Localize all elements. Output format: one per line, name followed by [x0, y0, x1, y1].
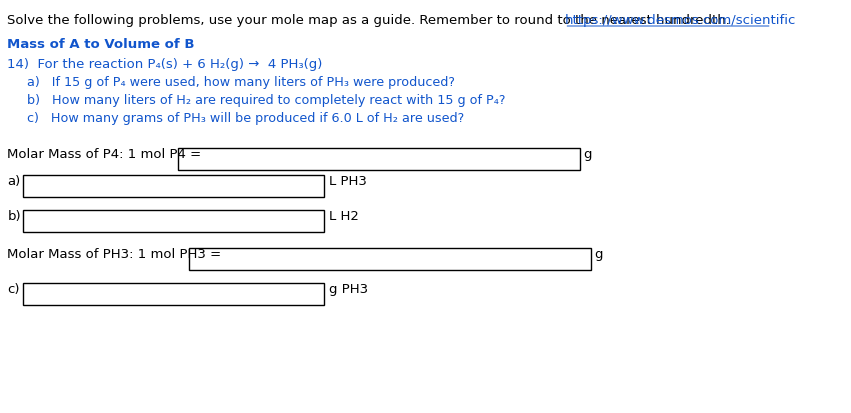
- FancyBboxPatch shape: [178, 148, 580, 170]
- Text: Solve the following problems, use your mole map as a guide. Remember to round to: Solve the following problems, use your m…: [8, 14, 734, 27]
- Text: g PH3: g PH3: [328, 283, 368, 296]
- Text: 14)  For the reaction P₄(s) + 6 H₂(g) →  4 PH₃(g): 14) For the reaction P₄(s) + 6 H₂(g) → 4…: [8, 58, 323, 71]
- Text: L PH3: L PH3: [328, 175, 367, 188]
- Text: a)   If 15 g of P₄ were used, how many liters of PH₃ were produced?: a) If 15 g of P₄ were used, how many lit…: [27, 76, 455, 89]
- Text: g: g: [595, 248, 603, 261]
- Text: b): b): [8, 210, 21, 223]
- FancyBboxPatch shape: [23, 175, 324, 197]
- FancyBboxPatch shape: [189, 248, 591, 270]
- Text: Mass of A to Volume of B: Mass of A to Volume of B: [8, 38, 195, 51]
- Text: a): a): [8, 175, 20, 188]
- Text: c)   How many grams of PH₃ will be produced if 6.0 L of H₂ are used?: c) How many grams of PH₃ will be produce…: [27, 112, 465, 125]
- FancyBboxPatch shape: [23, 210, 324, 232]
- Text: Molar Mass of P4: 1 mol P4 =: Molar Mass of P4: 1 mol P4 =: [8, 148, 202, 161]
- Text: Molar Mass of PH3: 1 mol PH3 =: Molar Mass of PH3: 1 mol PH3 =: [8, 248, 221, 261]
- Text: c): c): [8, 283, 20, 296]
- Text: L H2: L H2: [328, 210, 358, 223]
- Text: b)   How many liters of H₂ are required to completely react with 15 g of P₄?: b) How many liters of H₂ are required to…: [27, 94, 505, 107]
- FancyBboxPatch shape: [23, 283, 324, 305]
- Text: g: g: [584, 148, 592, 161]
- Text: https://www.desmos.com/scientific: https://www.desmos.com/scientific: [564, 14, 796, 27]
